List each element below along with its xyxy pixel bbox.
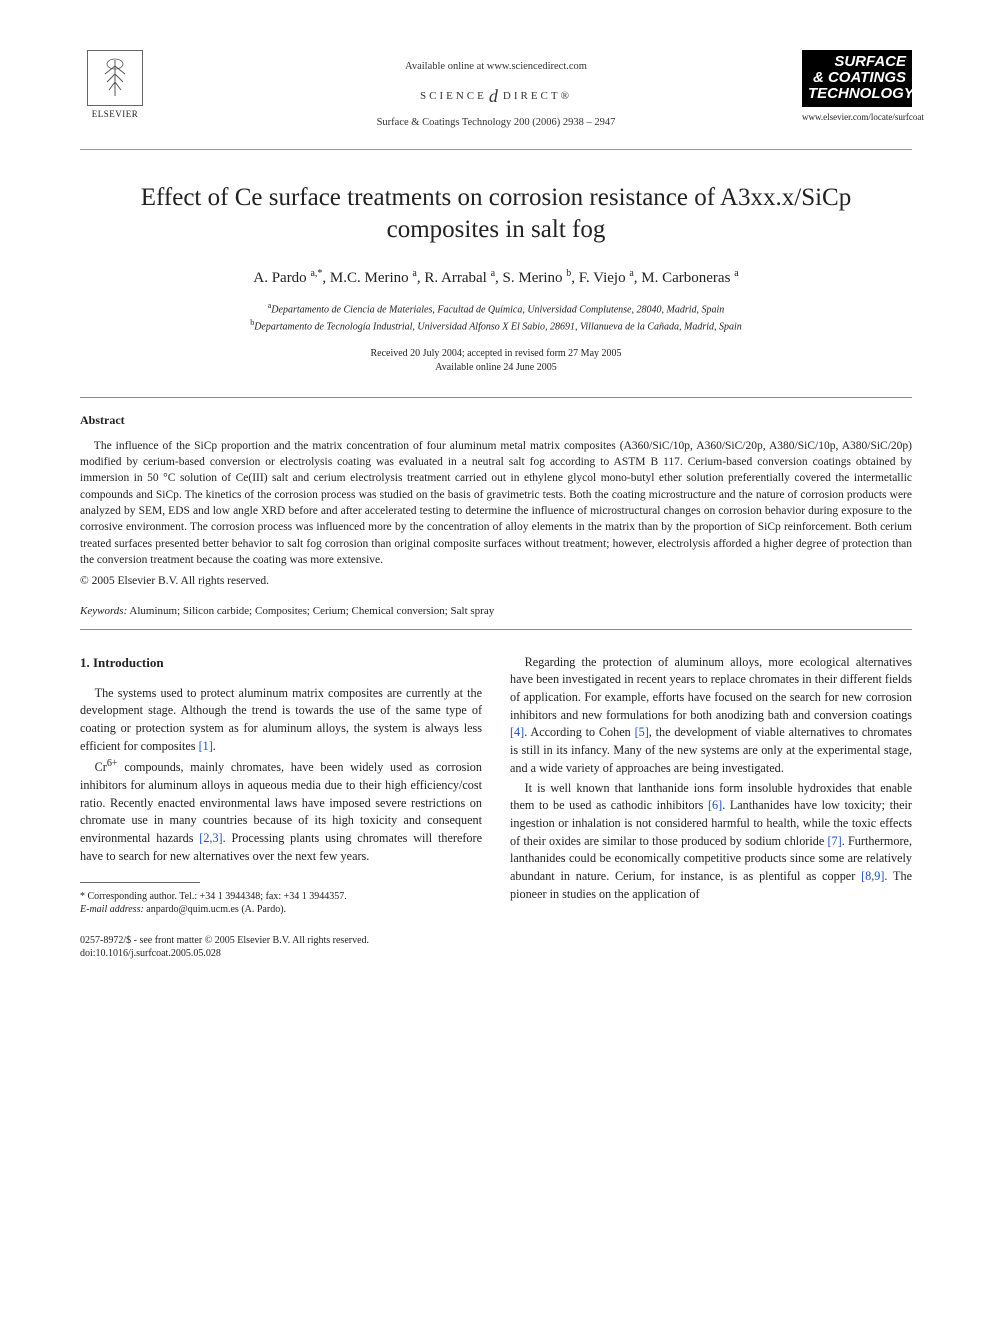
ref-link[interactable]: [4] — [510, 725, 524, 739]
elsevier-logo: ELSEVIER — [80, 50, 150, 130]
journal-url: www.elsevier.com/locate/surfcoat — [802, 111, 912, 123]
journal-cover-logo: SURFACE & COATINGS TECHNOLOGY www.elsevi… — [802, 50, 912, 123]
doi-line: doi:10.1016/j.surfcoat.2005.05.028 — [80, 947, 912, 960]
keywords-label: Keywords: — [80, 605, 127, 617]
body-columns: 1. Introduction The systems used to prot… — [80, 654, 912, 916]
affiliation-b: bDepartamento de Tecnología Industrial, … — [80, 317, 912, 334]
jl-line3: TECHNOLOGY — [808, 86, 906, 102]
jl-line1: SURFACE — [808, 54, 906, 70]
affil-sup: a — [734, 268, 738, 279]
abstract-body: The influence of the SiCp proportion and… — [80, 438, 912, 569]
paper-header: ELSEVIER Available online at www.science… — [80, 60, 912, 150]
footnote-email: E-mail address: anpardo@quim.ucm.es (A. … — [80, 903, 482, 916]
ref-link[interactable]: [7] — [828, 834, 842, 848]
paragraph: Cr6+ compounds, mainly chromates, have b… — [80, 757, 482, 865]
corresponding-author-footnote: * Corresponding author. Tel.: +34 1 3944… — [80, 889, 482, 916]
dates-online: Available online 24 June 2005 — [80, 361, 912, 375]
ref-link[interactable]: [2,3] — [199, 831, 222, 845]
affil-sup: a,* — [310, 268, 322, 279]
author: M. Carboneras — [641, 270, 734, 286]
ref-link[interactable]: [6] — [708, 798, 722, 812]
divider — [80, 629, 912, 630]
abstract-heading: Abstract — [80, 412, 912, 428]
paragraph: The systems used to protect aluminum mat… — [80, 685, 482, 756]
sd-left: SCIENCE — [420, 90, 487, 102]
article-dates: Received 20 July 2004; accepted in revis… — [80, 347, 912, 375]
jl-line2: & COATINGS — [808, 70, 906, 86]
elsevier-label: ELSEVIER — [92, 108, 139, 120]
sciencedirect-logo: SCIENCEdDIRECT® — [80, 84, 912, 108]
authors-line: A. Pardo a,*, M.C. Merino a, R. Arrabal … — [80, 267, 912, 288]
available-online-text: Available online at www.sciencedirect.co… — [80, 60, 912, 74]
sd-right: DIRECT® — [503, 90, 572, 102]
author: A. Pardo — [253, 270, 310, 286]
dates-received: Received 20 July 2004; accepted in revis… — [80, 347, 912, 361]
author: R. Arrabal — [424, 270, 490, 286]
article-title: Effect of Ce surface treatments on corro… — [120, 182, 872, 247]
issn-line: 0257-8972/$ - see front matter © 2005 El… — [80, 934, 912, 947]
author: F. Viejo — [579, 270, 630, 286]
elsevier-tree-icon — [87, 50, 143, 106]
affiliation-a: aDepartamento de Ciencia de Materiales, … — [80, 300, 912, 317]
abstract-copyright: © 2005 Elsevier B.V. All rights reserved… — [80, 574, 912, 590]
keywords-line: Keywords: Aluminum; Silicon carbide; Com… — [80, 604, 912, 619]
ref-link[interactable]: [8,9] — [861, 869, 884, 883]
header-center: Available online at www.sciencedirect.co… — [80, 60, 912, 131]
journal-title-box: SURFACE & COATINGS TECHNOLOGY — [802, 50, 912, 107]
sd-d-glyph: d — [489, 86, 501, 106]
footnote-rule — [80, 882, 200, 883]
column-left: 1. Introduction The systems used to prot… — [80, 654, 482, 916]
paragraph: Regarding the protection of aluminum all… — [510, 654, 912, 778]
author: M.C. Merino — [330, 270, 413, 286]
bottom-meta: 0257-8972/$ - see front matter © 2005 El… — [80, 934, 912, 960]
divider — [80, 397, 912, 398]
author: S. Merino — [503, 270, 567, 286]
ref-link[interactable]: [5] — [635, 725, 649, 739]
footnote-corr: * Corresponding author. Tel.: +34 1 3944… — [80, 889, 482, 903]
email-address: anpardo@quim.ucm.es (A. Pardo). — [146, 904, 286, 915]
ref-link[interactable]: [1] — [199, 739, 213, 753]
section-heading-introduction: 1. Introduction — [80, 654, 482, 673]
keywords-list: Aluminum; Silicon carbide; Composites; C… — [129, 605, 494, 617]
column-right: Regarding the protection of aluminum all… — [510, 654, 912, 916]
affiliations: aDepartamento de Ciencia de Materiales, … — [80, 300, 912, 335]
journal-reference: Surface & Coatings Technology 200 (2006)… — [80, 116, 912, 130]
paragraph: It is well known that lanthanide ions fo… — [510, 780, 912, 904]
